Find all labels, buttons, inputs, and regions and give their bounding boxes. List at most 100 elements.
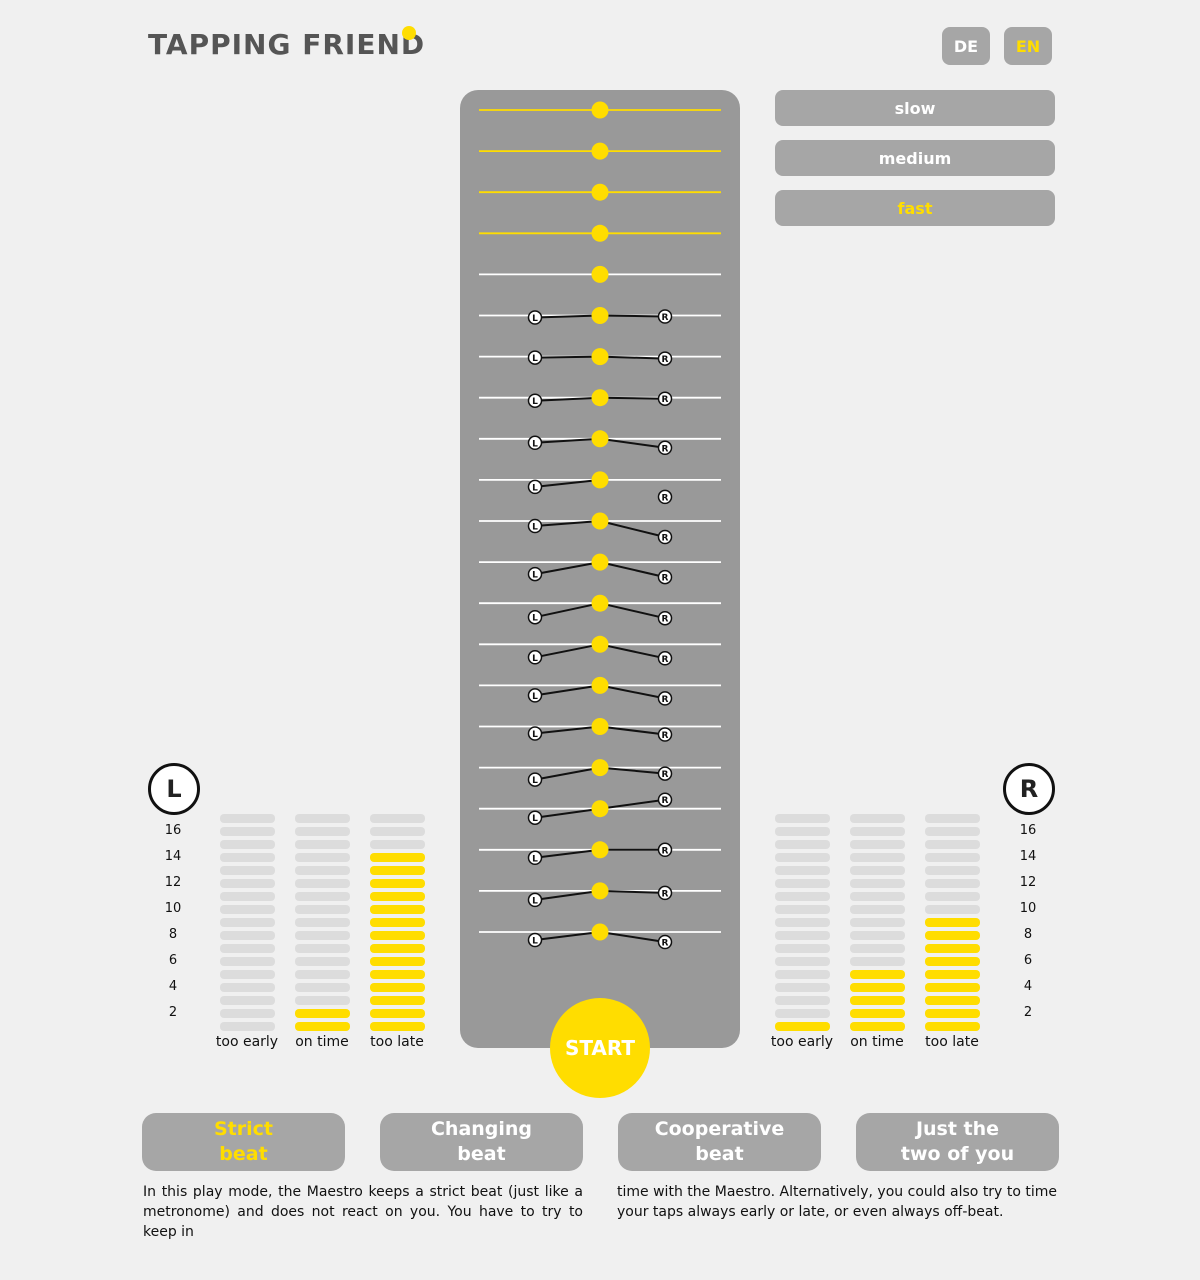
right-tap-label: R — [662, 695, 669, 705]
mode-description-column-2: time with the Maestro. Alternatively, yo… — [617, 1184, 1057, 1220]
meter-segment — [220, 853, 275, 862]
meter-segment — [220, 931, 275, 940]
maestro-beat-dot — [591, 142, 609, 160]
scale-label: 14 — [164, 849, 182, 864]
meter-segment — [850, 931, 905, 940]
meter-segment — [925, 1022, 980, 1031]
mode-label-line1: Changing — [430, 1118, 533, 1140]
right-tap-label: R — [662, 846, 669, 856]
right-tap-connector — [599, 798, 666, 810]
meter-segment — [220, 996, 275, 1005]
maestro-beat-dot — [591, 759, 609, 777]
meter-segment — [370, 931, 425, 940]
speed-medium-button[interactable]: medium — [775, 140, 1055, 176]
right-tap-connector — [599, 602, 666, 620]
meter-segment — [925, 853, 980, 862]
meter-segment — [295, 944, 350, 953]
meter-segment — [850, 905, 905, 914]
start-button[interactable]: START — [550, 998, 650, 1098]
meter-segment — [850, 853, 905, 862]
left-tap-connector — [534, 807, 601, 819]
meter-segment — [295, 879, 350, 888]
left-tap-connector — [534, 889, 601, 901]
right-tap-label: R — [662, 313, 669, 323]
left-tap-marker — [527, 479, 543, 495]
mode-label-line2: beat — [219, 1143, 268, 1165]
meter-segment — [925, 892, 980, 901]
meter-segment — [775, 1022, 830, 1031]
language-de-button[interactable]: DE — [942, 27, 990, 65]
scale-label: 10 — [1019, 901, 1037, 916]
left-tap-connector — [534, 931, 601, 941]
scale-label: 2 — [168, 1005, 178, 1020]
speed-slow-button[interactable]: slow — [775, 90, 1055, 126]
left-on-time-meter — [295, 814, 350, 1033]
meter-segment — [775, 1009, 830, 1018]
meter-segment — [295, 827, 350, 836]
left-tap-connector — [534, 561, 601, 576]
meter-segment — [295, 957, 350, 966]
scale-label: 8 — [1023, 927, 1033, 942]
right-tap-marker — [657, 651, 673, 666]
maestro-beat-dot — [591, 183, 609, 201]
meter-segment — [220, 970, 275, 979]
meter-segment — [850, 944, 905, 953]
left-tap-connector — [534, 602, 601, 619]
meter-segment — [925, 996, 980, 1005]
meter-segment — [295, 1009, 350, 1018]
left-tap-marker — [527, 435, 543, 451]
mode-cooperative-beat-button[interactable]: Cooperative beat — [618, 1113, 821, 1171]
right-tap-marker — [657, 885, 673, 901]
meter-segment — [295, 840, 350, 849]
meter-label-too-late: too late — [370, 1034, 424, 1050]
meter-segment — [925, 905, 980, 914]
meter-segment — [370, 957, 425, 966]
app-title: TAPPING FRIEND — [148, 28, 426, 61]
language-en-button[interactable]: EN — [1004, 27, 1052, 65]
right-tap-marker — [657, 934, 673, 950]
scale-label: 6 — [1023, 953, 1033, 968]
left-tap-label: L — [532, 483, 538, 493]
maestro-beat-dot — [591, 718, 609, 735]
mode-strict-beat-button[interactable]: Strict beat — [142, 1113, 345, 1171]
right-tap-label: R — [662, 731, 669, 741]
meter-segment — [775, 814, 830, 823]
scale-label: 6 — [168, 953, 178, 968]
meter-segment — [370, 1009, 425, 1018]
left-tap-label: L — [532, 692, 538, 702]
left-tap-marker — [527, 810, 543, 825]
meter-segment — [775, 996, 830, 1005]
mode-two-of-you-button[interactable]: Just the two of you — [856, 1113, 1059, 1171]
left-tap-marker — [527, 932, 543, 948]
maestro-beat-dot — [591, 882, 609, 900]
meter-segment — [775, 905, 830, 914]
right-too-late-meter — [925, 814, 980, 1033]
left-tap-marker — [527, 850, 543, 866]
right-tap-marker — [657, 489, 673, 505]
maestro-beat-dot — [591, 841, 609, 859]
meter-segment — [850, 866, 905, 875]
right-tap-marker — [657, 610, 673, 626]
meter-segment — [775, 827, 830, 836]
meter-segment — [925, 879, 980, 888]
meter-segment — [925, 840, 980, 849]
meter-segment — [220, 827, 275, 836]
meter-segment — [220, 1022, 275, 1031]
meter-segment — [295, 866, 350, 875]
left-tap-marker — [527, 688, 543, 703]
mode-changing-beat-button[interactable]: Changing beat — [380, 1113, 583, 1171]
left-tap-marker — [527, 518, 543, 534]
meter-segment — [220, 892, 275, 901]
left-tap-connector — [534, 684, 601, 697]
right-tap-connector — [599, 931, 666, 943]
meter-segment — [220, 905, 275, 914]
left-tap-marker — [527, 892, 543, 908]
maestro-beat-dot — [591, 800, 609, 818]
meter-label-on-time: on time — [850, 1034, 904, 1050]
left-too-late-meter — [370, 814, 425, 1033]
meter-segment — [370, 1022, 425, 1031]
meter-segment — [220, 814, 275, 823]
beat-timeline: L R L R L R L R L R L R L R L R L R L R L R L R L R L R L R L R — [479, 101, 721, 950]
speed-fast-button[interactable]: fast — [775, 190, 1055, 226]
left-tap-connector — [534, 355, 601, 359]
